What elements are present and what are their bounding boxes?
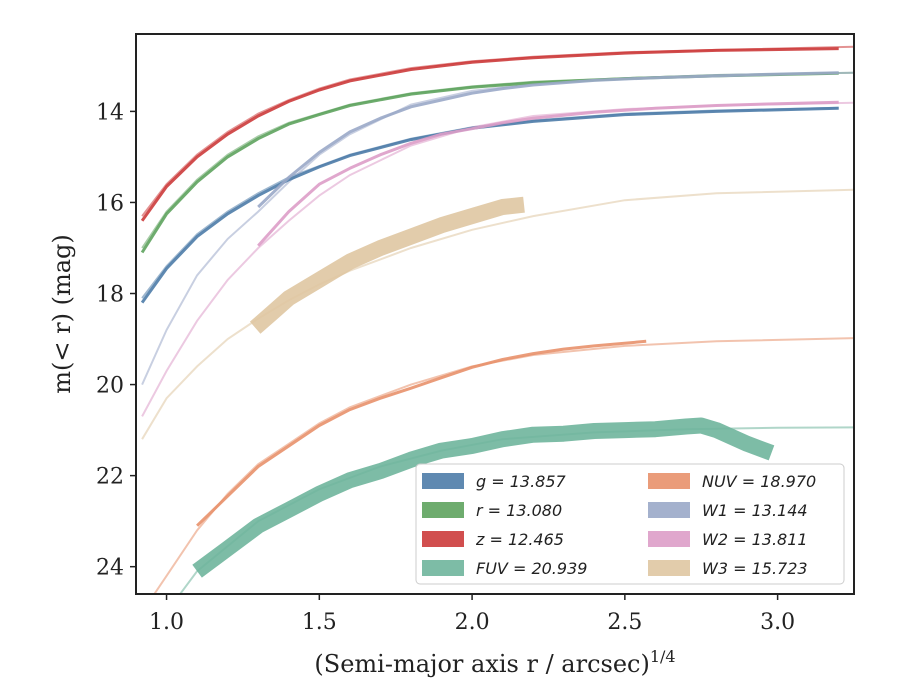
y-tick-label: 16 [96,191,124,216]
legend-label-g: g = 13.857 [476,472,567,491]
x-tick-label: 2.0 [455,610,490,635]
series-nuv-model-curve [153,337,854,594]
series-z-model-curve [141,45,854,217]
legend-label-w2: W2 = 13.811 [702,530,808,549]
legend-label-z: z = 12.465 [475,530,564,549]
legend-swatch-nuv [648,473,690,489]
series-layer [140,45,854,594]
plot-frame [135,33,855,595]
legend-swatch-w1 [648,502,690,518]
x-tick-label: 3.0 [760,610,795,635]
legend-swatch-z [422,531,464,547]
series-fuv-data [192,417,775,578]
legend-label-nuv: NUV = 18.970 [702,472,816,491]
x-tick-label: 1.5 [302,610,337,635]
ticks-layer: 1.0 1.5 2.0 2.5 3.0 14 16 18 20 22 24 [96,100,795,635]
series-w2-model-curve [141,101,854,417]
series-w1-data [257,71,839,209]
legend-label-r: r = 13.080 [476,501,562,520]
series-g-data [140,106,839,304]
series-z-data [140,47,839,222]
y-axis-label: m(< r) (mag) [48,234,76,393]
legend[interactable]: g = 13.857 r = 13.080 z = 12.465 FUV = 20.9… [415,463,845,585]
legend-label-w1: W1 = 13.144 [702,501,808,520]
x-tick-label: 2.5 [607,610,642,635]
legend-frame [415,463,845,585]
series-nuv-data [196,339,647,527]
x-axis-label-superscript: 1/4 [650,647,676,666]
legend-swatch-fuv [422,560,464,576]
legend-swatch-w2 [648,531,690,547]
x-tick-label: 1.0 [149,610,184,635]
legend-swatch-r [422,502,464,518]
y-tick-label: 18 [96,283,124,308]
series-w3-data [249,196,525,334]
legend-swatch-g [422,473,464,489]
series-w2-data [257,100,839,247]
legend-label-w3: W3 = 15.723 [702,559,808,578]
legend-label-fuv: FUV = 20.939 [476,559,587,578]
y-tick-label: 24 [96,556,124,581]
legend-swatch-w3 [648,560,690,576]
y-tick-label: 22 [96,465,124,490]
y-tick-label: 20 [96,374,124,399]
series-r-model-curve [141,71,854,249]
x-axis-label: (Semi-major axis r / arcsec)1/4 [314,647,675,678]
series-w3-model-curve [141,188,854,440]
y-tick-label: 14 [96,100,124,125]
